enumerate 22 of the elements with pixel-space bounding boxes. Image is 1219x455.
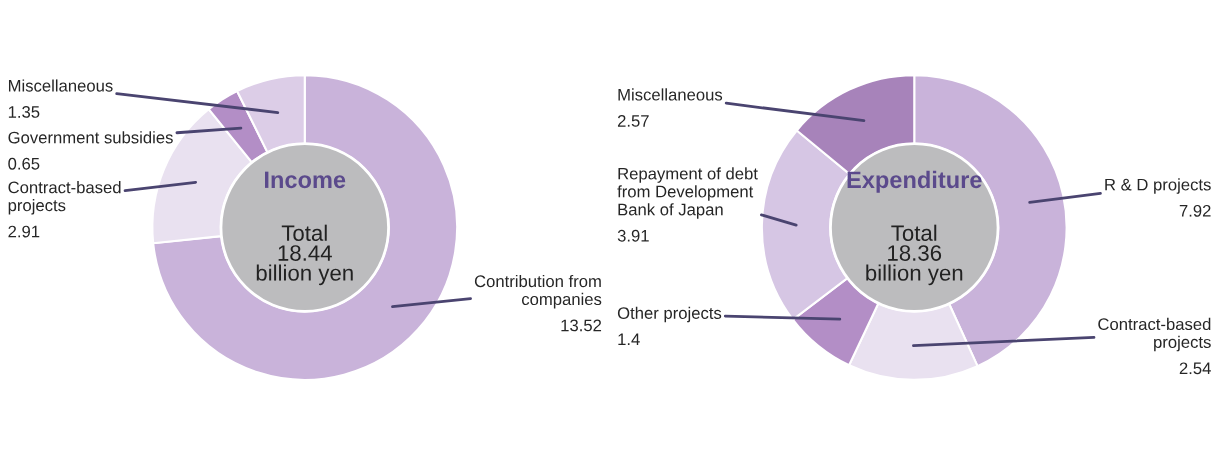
text: Expenditure <box>847 170 982 193</box>
data-label: 2.54 <box>1179 362 1211 375</box>
slice-label: Other projects <box>617 306 722 323</box>
slice-label: Contribution from companies <box>474 274 602 309</box>
slice-label: Contract-based projects <box>8 181 121 215</box>
slice-label: Government subsidies <box>8 131 173 144</box>
slice-label: Miscellaneous <box>618 88 723 101</box>
text: Income <box>265 171 346 189</box>
slice-label: Contract-based projects <box>1098 317 1211 352</box>
text: Total 18.36 billion yen <box>866 224 963 286</box>
text: Total 18.44 billion yen <box>256 224 353 286</box>
data-label: 3.91 <box>617 229 649 242</box>
data-label: 1.35 <box>8 106 40 118</box>
slice-label: Repayment of debt from Development Bank of Japan <box>617 167 758 219</box>
slice-label: R & D projects <box>1105 178 1211 194</box>
data-label: 0.65 <box>8 157 40 170</box>
data-label: 7.92 <box>1179 204 1211 217</box>
data-label: 1.4 <box>618 333 640 346</box>
data-label: 2.91 <box>8 225 40 238</box>
data-label: 2.57 <box>617 115 649 127</box>
slice-label: Miscellaneous <box>8 79 113 92</box>
data-label: 13.52 <box>561 319 602 332</box>
